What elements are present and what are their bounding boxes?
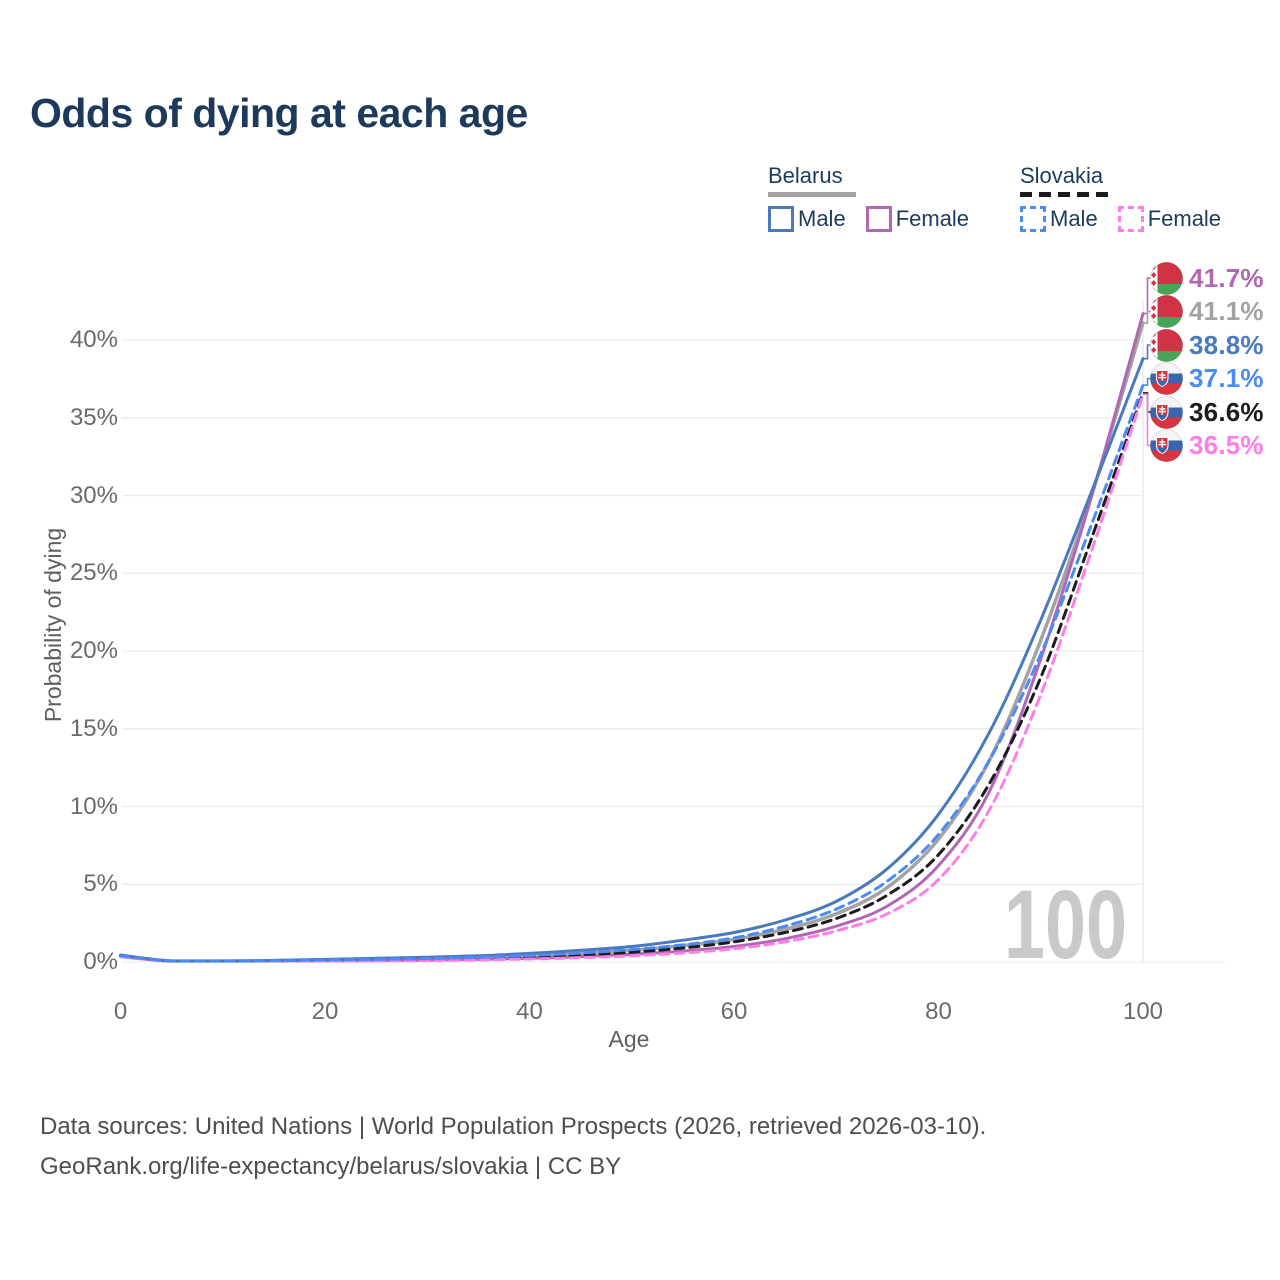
y-tick-label-25: 25% bbox=[69, 559, 118, 587]
footer-attribution: GeoRank.org/life-expectancy/belarus/slov… bbox=[40, 1153, 622, 1180]
belarus-flag-icon bbox=[1150, 328, 1183, 362]
legend-label-slovakia-male: Male bbox=[1050, 206, 1098, 231]
callout-row-belarus-both-sexes: 41.1% bbox=[1150, 295, 1264, 329]
callout-value: 37.1% bbox=[1189, 363, 1264, 393]
legend-items-belarus: Male Female bbox=[768, 206, 969, 232]
y-tick-label-15: 15% bbox=[69, 714, 118, 742]
legend-underline-slovakia bbox=[1020, 192, 1113, 197]
legend-swatch-belarus-male-icon bbox=[768, 206, 794, 232]
callout-connector-belarus-female bbox=[1143, 277, 1152, 315]
legend-underline-belarus bbox=[768, 192, 856, 197]
chart-title: Odds of dying at each age bbox=[30, 90, 528, 136]
x-tick-label-80: 80 bbox=[925, 998, 952, 1025]
y-tick-label-30: 30% bbox=[69, 481, 118, 509]
y-tick-label-20: 20% bbox=[69, 637, 118, 664]
y-tick-label-35: 35% bbox=[69, 403, 118, 431]
x-tick-label-60: 60 bbox=[720, 998, 748, 1025]
callout-row-slovakia-male: 37.1% bbox=[1150, 362, 1264, 396]
legend-item-belarus-male: Male bbox=[768, 206, 846, 232]
legend-item-belarus-female: Female bbox=[865, 206, 970, 232]
belarus-flag-icon bbox=[1150, 295, 1183, 328]
legend-item-slovakia-male: Male bbox=[1020, 206, 1098, 232]
footer: Data sources: United Nations | World Pop… bbox=[40, 1107, 986, 1187]
y-tick-label-0: 0% bbox=[83, 948, 118, 975]
legend-item-slovakia-female: Female bbox=[1117, 206, 1222, 232]
x-axis-title: Age bbox=[608, 1026, 650, 1052]
callout-value: 41.7% bbox=[1189, 262, 1264, 293]
x-tick-label-40: 40 bbox=[516, 998, 543, 1025]
callout-row-slovakia-female: 36.5% bbox=[1150, 429, 1264, 463]
callout-value: 41.1% bbox=[1189, 296, 1264, 326]
legend-group-title-belarus: Belarus bbox=[768, 163, 843, 188]
slovakia-flag-icon bbox=[1150, 395, 1183, 429]
legend-swatch-belarus-female-icon bbox=[865, 206, 892, 232]
legend-swatch-slovakia-male-icon bbox=[1020, 206, 1046, 232]
series-line-belarus-male bbox=[119, 357, 1145, 963]
legend-label-belarus-female: Female bbox=[895, 206, 970, 231]
slovakia-flag-icon bbox=[1150, 429, 1183, 462]
y-tick-label-40: 40% bbox=[69, 326, 118, 353]
callout-row-belarus-female: 41.7% bbox=[1150, 261, 1264, 295]
callout-value: 36.5% bbox=[1189, 430, 1264, 460]
series-line-belarus-both-sexes bbox=[118, 321, 1145, 963]
callout-connector-slovakia-male bbox=[1143, 377, 1152, 386]
watermark-100: 100 bbox=[1003, 870, 1127, 979]
legend-group-title-slovakia: Slovakia bbox=[1020, 163, 1104, 188]
slovakia-flag-icon bbox=[1150, 362, 1183, 395]
x-tick-label-20: 20 bbox=[311, 998, 339, 1025]
callout-row-slovakia-both-sexes: 36.6% bbox=[1150, 395, 1264, 429]
y-tick-label-5: 5% bbox=[83, 870, 118, 898]
footer-data-sources: Data sources: United Nations | World Pop… bbox=[40, 1113, 987, 1140]
callout-value: 38.8% bbox=[1189, 329, 1264, 360]
line-chart bbox=[118, 277, 1225, 963]
legend-items-slovakia: Male Female bbox=[1020, 206, 1221, 232]
callout-connector-belarus-both-sexes bbox=[1143, 310, 1152, 324]
belarus-flag-icon bbox=[1150, 261, 1183, 295]
y-tick-label-10: 10% bbox=[69, 792, 118, 820]
series-line-slovakia-male bbox=[119, 383, 1145, 963]
callout-value: 36.6% bbox=[1189, 396, 1264, 427]
callout-connector-belarus-male bbox=[1143, 344, 1152, 360]
x-tick-label-100: 100 bbox=[1122, 998, 1164, 1025]
callout-row-belarus-male: 38.8% bbox=[1150, 328, 1264, 362]
legend-swatch-slovakia-female-icon bbox=[1117, 206, 1144, 232]
legend-label-slovakia-female: Female bbox=[1147, 206, 1222, 231]
legend-group-belarus: Belarus Male Female bbox=[768, 163, 969, 232]
series-line-belarus-female bbox=[119, 312, 1145, 963]
y-axis-title: Probability of dying bbox=[40, 527, 66, 723]
x-tick-label-0: 0 bbox=[113, 998, 128, 1025]
callout-connector-slovakia-female bbox=[1143, 393, 1152, 447]
legend-label-belarus-male: Male bbox=[798, 206, 846, 231]
legend-group-slovakia: Slovakia Male Female bbox=[1020, 163, 1221, 232]
